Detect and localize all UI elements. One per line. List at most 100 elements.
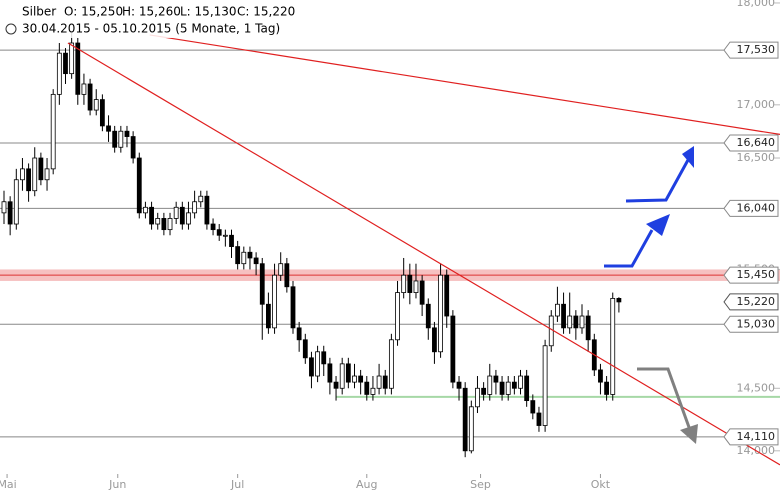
candle-body (216, 229, 222, 236)
candle-body (284, 263, 290, 288)
x-tick-label: Okt (591, 478, 611, 491)
y-tick-label: 14,500 (737, 381, 776, 394)
header-bg (0, 0, 300, 38)
y-tick-label: 18,000 (737, 0, 776, 9)
candle-body (425, 303, 431, 329)
candle-body (93, 99, 99, 111)
candle-body (548, 315, 554, 347)
candle-body (561, 303, 566, 329)
candle-body (44, 168, 50, 181)
candle-body (339, 363, 345, 389)
arrowhead-blue (682, 146, 694, 168)
candle-body (222, 234, 228, 237)
candle-body (382, 375, 388, 389)
candle-body (278, 263, 284, 276)
price-label: 16,040 (737, 201, 776, 214)
candle-body (198, 195, 204, 203)
candle-body (130, 136, 136, 159)
candle-body (388, 339, 394, 389)
candle-body (376, 375, 382, 389)
candle-body (106, 125, 111, 132)
candle-body (530, 400, 536, 414)
candle-body (610, 298, 616, 395)
candle-body (518, 375, 523, 389)
candle-body (364, 381, 370, 395)
candle-body (352, 375, 357, 383)
price-label: 16,640 (737, 136, 776, 149)
x-tick-label: Jul (230, 478, 244, 491)
price-label: 14,110 (737, 430, 776, 443)
clock-icon (5, 23, 17, 35)
candle-body (487, 375, 493, 395)
candle-body (259, 263, 265, 305)
header: Silber O: 15,250 H: 15,260 L: 15,130 C: … (0, 0, 300, 38)
candle-body (20, 168, 25, 181)
candle-body (26, 168, 31, 192)
ohlc-label: C: 15,220 (237, 5, 295, 19)
candle-body (524, 375, 530, 402)
candle-body (499, 381, 505, 395)
candle-body (229, 234, 234, 247)
candle-body (493, 375, 499, 383)
candle-body (585, 315, 591, 341)
candle-body (401, 274, 407, 293)
candle-body (155, 218, 161, 225)
candle-body (75, 42, 81, 95)
candle-body (573, 315, 579, 329)
candle-body (333, 381, 339, 389)
arrow-blue (625, 159, 690, 203)
candle-body (358, 375, 364, 383)
candle-body (149, 206, 154, 225)
price-box (723, 134, 779, 152)
price-label: 17,530 (737, 43, 776, 56)
candle-body (38, 157, 44, 181)
price-label: 15,450 (737, 268, 776, 281)
x-tick-label: Jun (108, 478, 126, 491)
candle-body (505, 381, 511, 395)
candle-body (444, 274, 450, 317)
candle-body (302, 339, 308, 359)
candle-body (450, 315, 456, 383)
candle-body (327, 363, 333, 383)
candle-body (598, 369, 603, 383)
candle-body (345, 363, 351, 383)
candle-body (112, 130, 118, 148)
x-tick-label: Sep (470, 478, 491, 491)
candle-body (69, 42, 75, 75)
y-tick-label: 16,500 (737, 151, 776, 164)
candle-body (87, 83, 93, 111)
candle-body (63, 52, 68, 75)
price-label: 15,030 (737, 317, 776, 330)
candle-body (290, 286, 296, 329)
candle-body (419, 280, 425, 305)
candle-body (266, 303, 271, 329)
candle-body (407, 274, 413, 293)
symbol: Silber (22, 5, 56, 19)
candle-body (462, 387, 468, 452)
candle-body (468, 406, 474, 452)
ohlc-label: H: 15,260 (122, 5, 181, 19)
candle-body (210, 223, 216, 231)
candle-body (247, 251, 253, 259)
candle-body (370, 387, 376, 395)
candle-body (579, 315, 585, 329)
arrow-blue (604, 229, 654, 268)
candle-body (481, 387, 487, 395)
ohlc-label: L: 15,130 (180, 5, 237, 19)
candle-body (32, 157, 38, 192)
candle-body (616, 298, 622, 303)
candle-body (167, 218, 173, 231)
candle-body (315, 351, 320, 377)
candle-body (204, 195, 210, 225)
candle-body (136, 157, 142, 214)
candle-body (511, 381, 517, 389)
candle-body (555, 303, 560, 317)
candle-body (395, 292, 400, 341)
candle-body (192, 201, 198, 214)
y-tick-label: 17,000 (737, 98, 776, 111)
candle-body (179, 206, 185, 225)
candle-body (432, 327, 437, 353)
candle-body (309, 357, 314, 377)
